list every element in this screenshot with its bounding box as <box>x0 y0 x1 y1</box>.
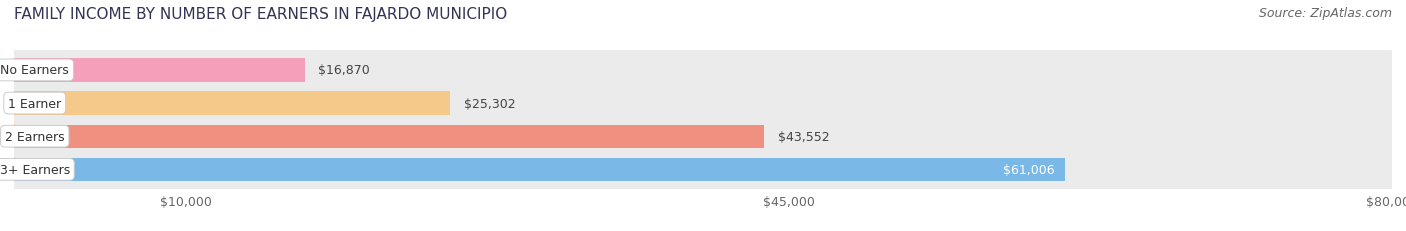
Text: $61,006: $61,006 <box>1002 163 1054 176</box>
Text: Source: ZipAtlas.com: Source: ZipAtlas.com <box>1258 7 1392 20</box>
Bar <box>14 125 765 148</box>
Bar <box>14 92 450 115</box>
Text: 3+ Earners: 3+ Earners <box>0 163 70 176</box>
Text: $43,552: $43,552 <box>778 130 830 143</box>
Bar <box>14 158 1064 181</box>
Text: $16,870: $16,870 <box>318 64 370 77</box>
FancyBboxPatch shape <box>14 146 1392 193</box>
Bar <box>14 59 305 82</box>
Text: 2 Earners: 2 Earners <box>4 130 65 143</box>
FancyBboxPatch shape <box>14 81 1392 127</box>
Text: FAMILY INCOME BY NUMBER OF EARNERS IN FAJARDO MUNICIPIO: FAMILY INCOME BY NUMBER OF EARNERS IN FA… <box>14 7 508 22</box>
FancyBboxPatch shape <box>14 113 1392 160</box>
FancyBboxPatch shape <box>14 48 1392 94</box>
Text: No Earners: No Earners <box>0 64 69 77</box>
Text: $25,302: $25,302 <box>464 97 515 110</box>
Text: 1 Earner: 1 Earner <box>8 97 62 110</box>
